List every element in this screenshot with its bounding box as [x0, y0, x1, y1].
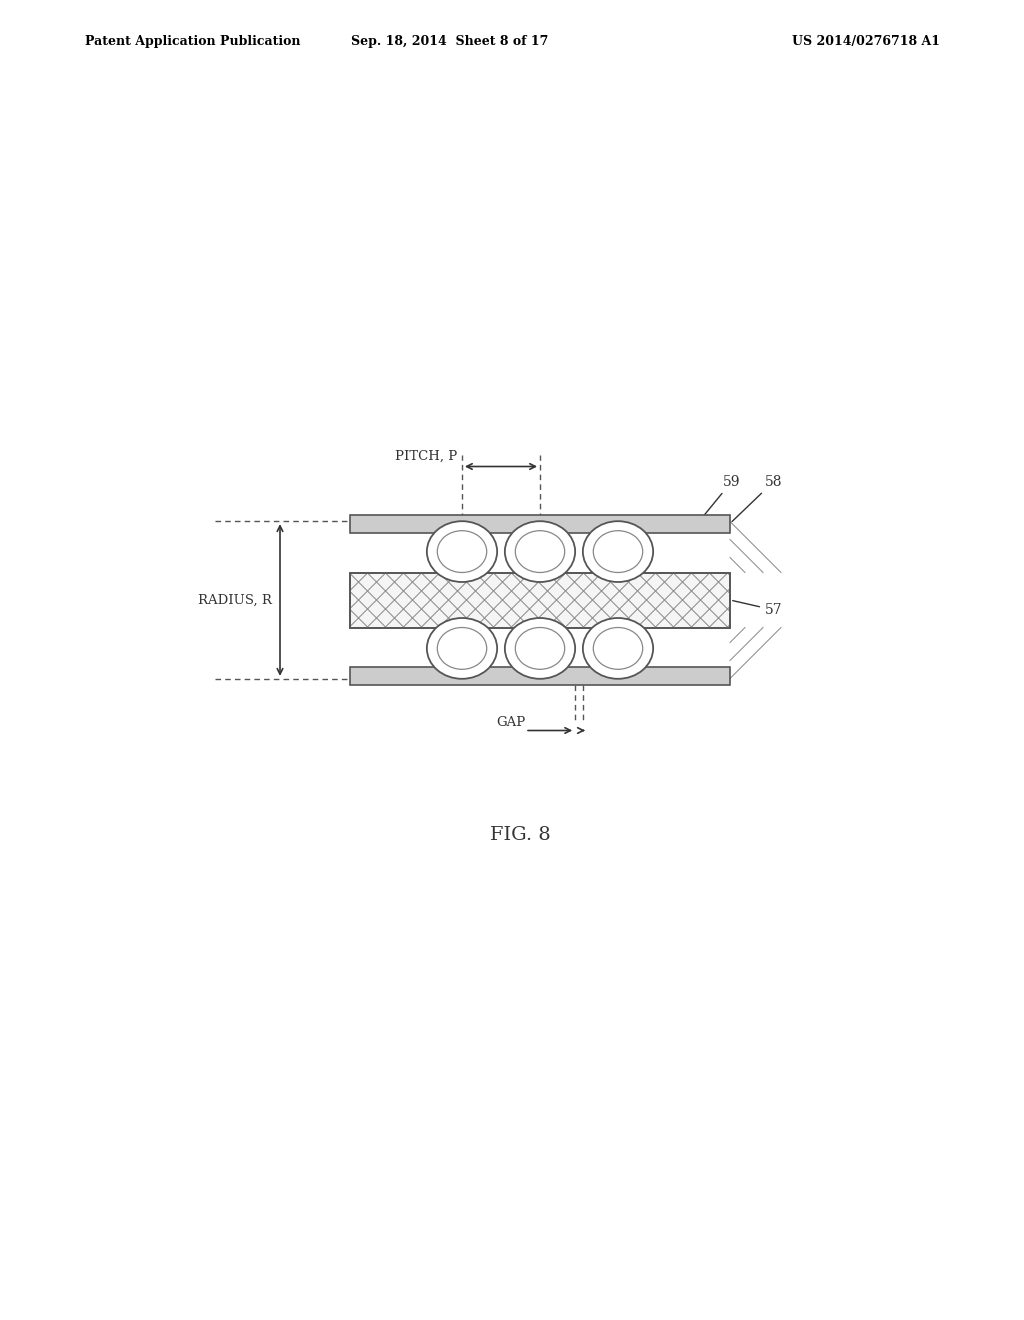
- Bar: [350, 573, 730, 627]
- Text: PITCH, P: PITCH, P: [394, 450, 457, 462]
- Text: RADIUS, R: RADIUS, R: [198, 594, 272, 606]
- Text: FIG. 8: FIG. 8: [489, 825, 550, 843]
- Ellipse shape: [593, 627, 643, 669]
- Text: 58: 58: [732, 474, 782, 521]
- Ellipse shape: [427, 521, 497, 582]
- Text: Patent Application Publication: Patent Application Publication: [85, 36, 300, 48]
- Text: GAP: GAP: [496, 715, 525, 729]
- Ellipse shape: [583, 618, 653, 678]
- Ellipse shape: [515, 531, 564, 573]
- Ellipse shape: [437, 531, 486, 573]
- Text: 57: 57: [733, 601, 782, 616]
- Ellipse shape: [515, 627, 564, 669]
- Ellipse shape: [583, 521, 653, 582]
- Ellipse shape: [437, 627, 486, 669]
- Ellipse shape: [593, 531, 643, 573]
- Bar: [350, 515, 730, 532]
- Text: 59: 59: [692, 474, 740, 531]
- Bar: [350, 573, 730, 627]
- Ellipse shape: [505, 618, 575, 678]
- Ellipse shape: [505, 521, 575, 582]
- Text: Sep. 18, 2014  Sheet 8 of 17: Sep. 18, 2014 Sheet 8 of 17: [351, 36, 549, 48]
- Ellipse shape: [427, 618, 497, 678]
- Text: US 2014/0276718 A1: US 2014/0276718 A1: [792, 36, 940, 48]
- Bar: [350, 668, 730, 685]
